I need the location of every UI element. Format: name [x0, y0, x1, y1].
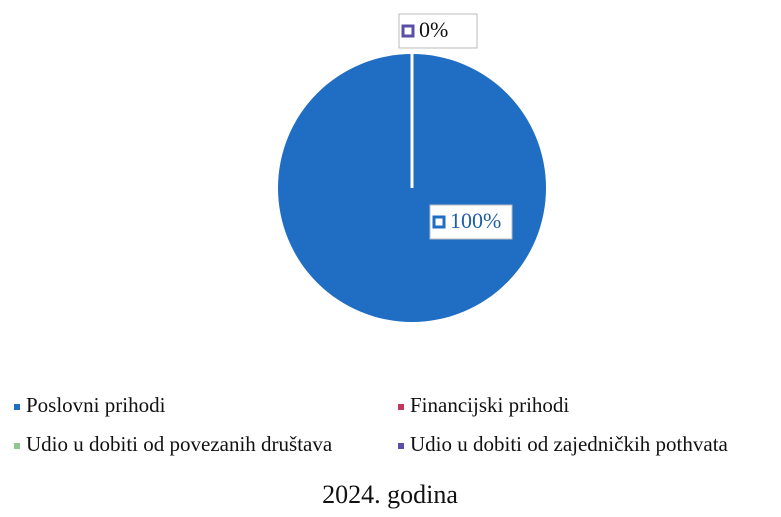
legend-swatch [398, 443, 404, 449]
legend-swatch [14, 404, 20, 410]
data-label: 100% [450, 208, 501, 233]
legend-label: Financijski prihodi [410, 393, 569, 417]
legend-label: Udio u dobiti od zajedničkih pothvata [410, 432, 729, 456]
chart-title: 2024. godina [322, 480, 458, 509]
legend-label: Udio u dobiti od povezanih društava [26, 432, 333, 456]
data-label: 0% [419, 17, 448, 42]
legend-label: Poslovni prihodi [26, 393, 166, 417]
legend-swatch [398, 404, 404, 410]
label-marker [401, 24, 415, 38]
label-marker [432, 215, 446, 229]
legend-swatch [14, 443, 20, 449]
